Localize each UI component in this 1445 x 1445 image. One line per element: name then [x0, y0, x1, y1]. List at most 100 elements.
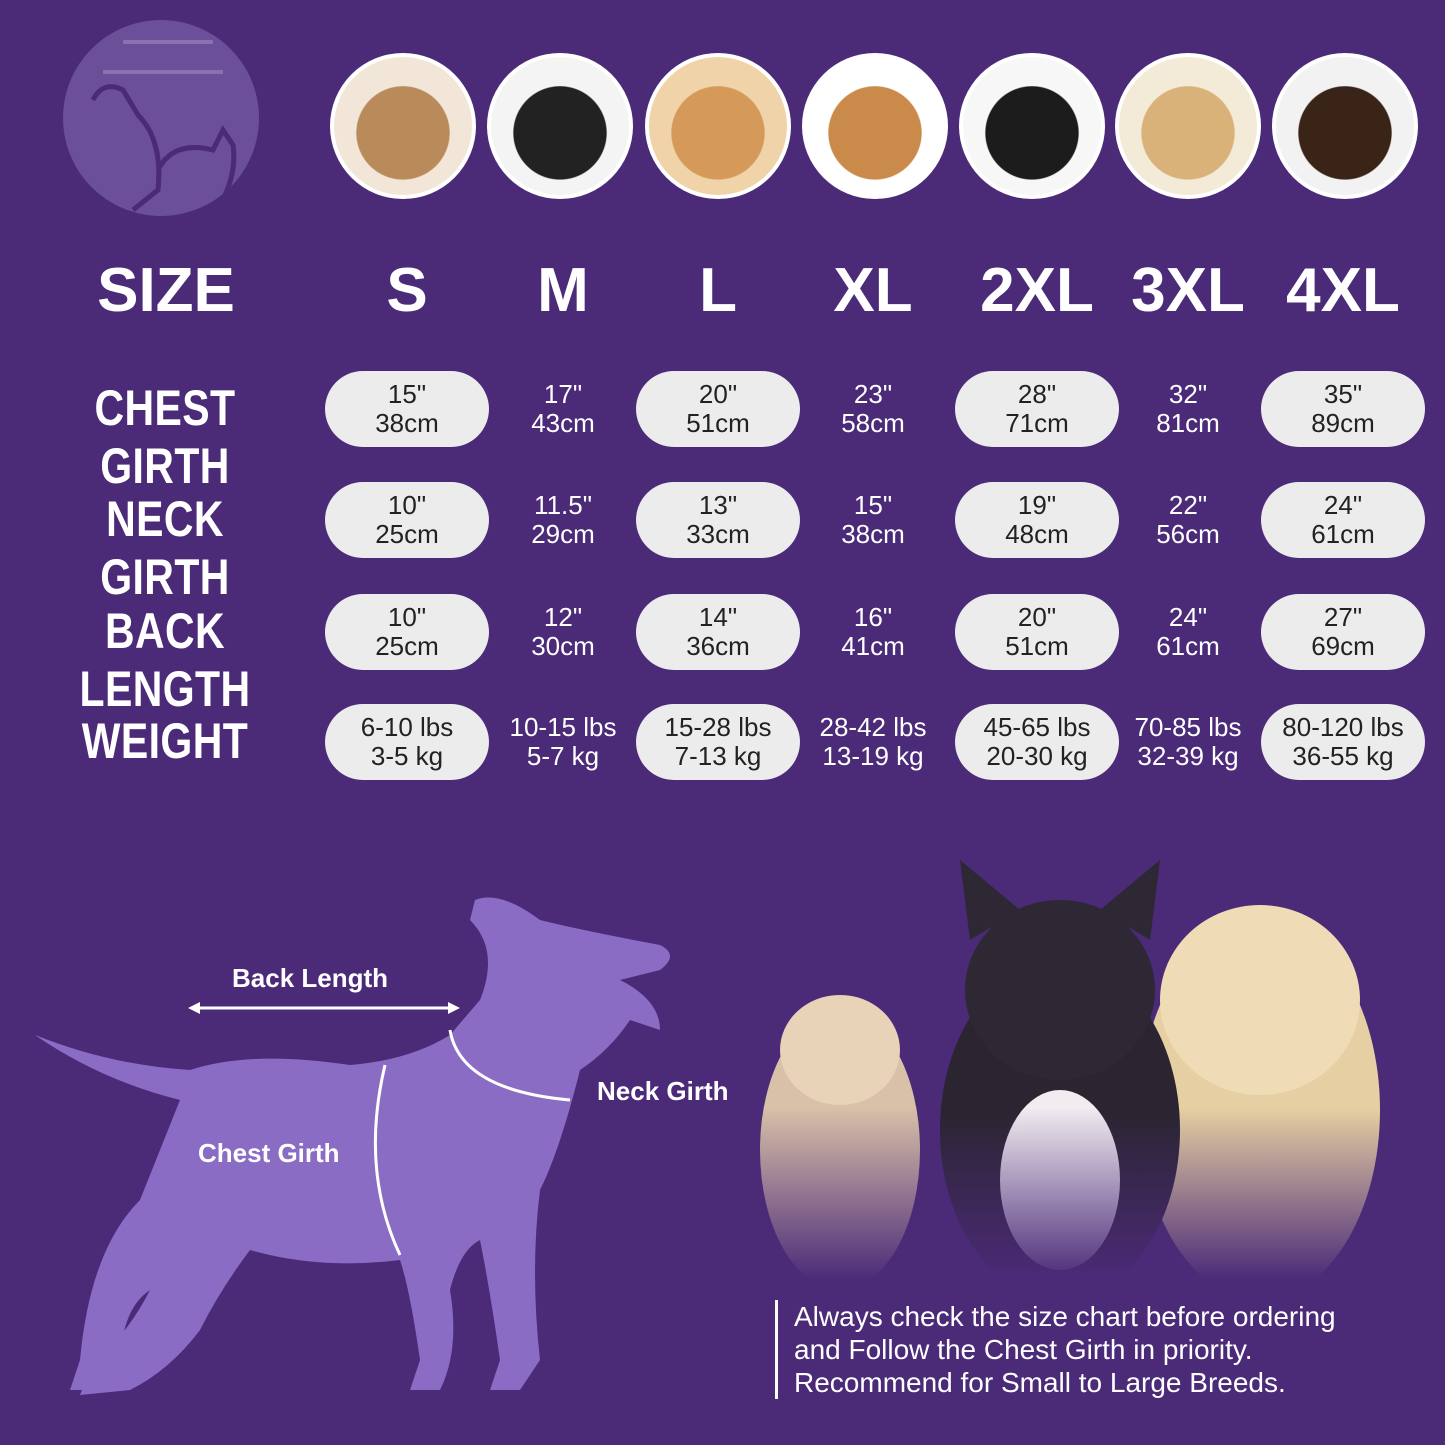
breed-photo-beagle [802, 53, 948, 199]
size-cell: 15" 38cm [325, 371, 489, 447]
imperial-value: 45-65 lbs [983, 712, 1091, 742]
breed-photo-cocker-spaniel [645, 53, 791, 199]
size-cell: 10-15 lbs 5-7 kg [481, 704, 645, 780]
imperial-value: 12" [543, 602, 583, 632]
imperial-value: 20" [698, 379, 738, 409]
metric-value: 38cm [375, 408, 439, 438]
imperial-value: 15" [853, 490, 893, 520]
size-cell: 32" 81cm [1106, 371, 1270, 447]
imperial-value: 15-28 lbs [664, 712, 772, 742]
metric-value: 61cm [1156, 631, 1220, 661]
metric-value: 58cm [841, 408, 905, 438]
imperial-value: 27" [1323, 602, 1363, 632]
row-label: NECK GIRTH [100, 491, 230, 605]
size-column-header: XL [833, 256, 913, 325]
imperial-value: 13" [698, 490, 738, 520]
size-cell: 28" 71cm [955, 371, 1119, 447]
size-cell: 35" 89cm [1261, 371, 1425, 447]
size-column-header: 2XL [980, 256, 1094, 325]
dog-silhouette-diagram [35, 897, 670, 1395]
metric-value: 41cm [841, 631, 905, 661]
size-cell: 16" 41cm [791, 594, 955, 670]
metric-value: 32-39 kg [1137, 741, 1239, 771]
metric-value: 13-19 kg [822, 741, 924, 771]
breed-photo-shih-tzu [330, 53, 476, 199]
metric-value: 29cm [531, 519, 595, 549]
imperial-value: 14" [698, 602, 738, 632]
imperial-value: 24" [1168, 602, 1208, 632]
imperial-value: 10" [387, 602, 427, 632]
size-cell: 17" 43cm [481, 371, 645, 447]
metric-value: 3-5 kg [370, 741, 444, 771]
metric-value: 25cm [375, 631, 439, 661]
metric-value: 48cm [1005, 519, 1069, 549]
note-line: and Follow the Chest Girth in priority. [794, 1334, 1253, 1365]
breed-photo-border-collie [959, 53, 1105, 199]
dog-cat-logo-icon [90, 40, 237, 216]
note-line: Recommend for Small to Large Breeds. [794, 1367, 1286, 1398]
brand-logo [63, 20, 259, 216]
size-header-label: SIZE [97, 256, 235, 325]
size-column-header: 4XL [1286, 256, 1400, 325]
imperial-value: 11.5" [534, 490, 592, 520]
sizing-note: Always check the size chart before order… [775, 1300, 1336, 1399]
imperial-value: 80-120 lbs [1282, 712, 1404, 742]
imperial-value: 6-10 lbs [360, 712, 454, 742]
size-cell: 27" 69cm [1261, 594, 1425, 670]
imperial-value: 10-15 lbs [509, 712, 617, 742]
imperial-value: 19" [1017, 490, 1057, 520]
metric-value: 56cm [1156, 519, 1220, 549]
metric-value: 38cm [841, 519, 905, 549]
metric-value: 5-7 kg [526, 741, 600, 771]
size-cell: 14" 36cm [636, 594, 800, 670]
metric-value: 36-55 kg [1292, 741, 1394, 771]
metric-value: 7-13 kg [674, 741, 762, 771]
imperial-value: 22" [1168, 490, 1208, 520]
row-label: CHEST GIRTH [94, 380, 236, 494]
metric-value: 25cm [375, 519, 439, 549]
size-column-header: M [537, 256, 589, 325]
imperial-value: 70-85 lbs [1134, 712, 1242, 742]
size-cell: 19" 48cm [955, 482, 1119, 558]
size-cell: 20" 51cm [636, 371, 800, 447]
breed-photo-boston-terrier [487, 53, 633, 199]
chest-girth-label: Chest Girth [198, 1138, 340, 1168]
metric-value: 69cm [1311, 631, 1375, 661]
size-cell: 70-85 lbs 32-39 kg [1106, 704, 1270, 780]
imperial-value: 17" [543, 379, 583, 409]
metric-value: 36cm [686, 631, 750, 661]
imperial-value: 10" [387, 490, 427, 520]
row-label: BACK LENGTH [79, 603, 251, 717]
imperial-value: 23" [853, 379, 893, 409]
size-cell: 80-120 lbs 36-55 kg [1261, 704, 1425, 780]
three-dogs-photo [740, 850, 1400, 1280]
size-cell: 10" 25cm [325, 594, 489, 670]
metric-value: 33cm [686, 519, 750, 549]
row-label: WEIGHT [81, 713, 249, 769]
size-cell: 23" 58cm [791, 371, 955, 447]
metric-value: 89cm [1311, 408, 1375, 438]
note-line: Always check the size chart before order… [794, 1301, 1336, 1332]
metric-value: 43cm [531, 408, 595, 438]
imperial-value: 20" [1017, 602, 1057, 632]
size-cell: 15-28 lbs 7-13 kg [636, 704, 800, 780]
breed-photo-labrador [1115, 53, 1261, 199]
back-length-label: Back Length [232, 963, 389, 993]
metric-value: 81cm [1156, 408, 1220, 438]
neck-girth-label: Neck Girth [597, 1076, 729, 1106]
size-cell: 15" 38cm [791, 482, 955, 558]
dog-silhouette-icon [35, 897, 670, 1395]
size-cell: 24" 61cm [1261, 482, 1425, 558]
metric-value: 61cm [1311, 519, 1375, 549]
imperial-value: 24" [1323, 490, 1363, 520]
size-column-header: S [386, 256, 428, 325]
size-cell: 20" 51cm [955, 594, 1119, 670]
imperial-value: 28-42 lbs [819, 712, 927, 742]
size-cell: 22" 56cm [1106, 482, 1270, 558]
size-column-header: L [699, 256, 737, 325]
size-cell: 11.5" 29cm [481, 482, 645, 558]
metric-value: 51cm [686, 408, 750, 438]
size-cell: 28-42 lbs 13-19 kg [791, 704, 955, 780]
breed-photo-doberman [1272, 53, 1418, 199]
size-cell: 10" 25cm [325, 482, 489, 558]
